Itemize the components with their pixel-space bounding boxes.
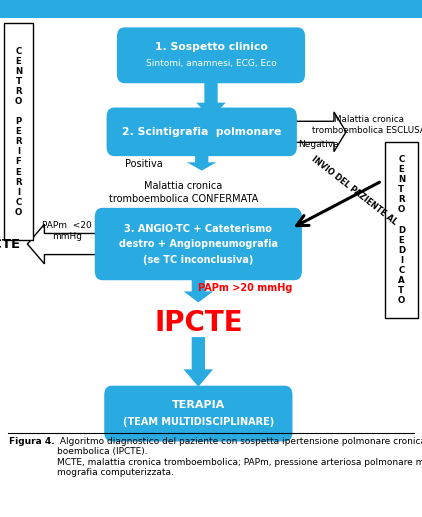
Text: 3. ANGIO-TC + Cateterismo: 3. ANGIO-TC + Cateterismo — [124, 223, 272, 234]
Text: Malattia cronica
tromboembolica ESCLUSA: Malattia cronica tromboembolica ESCLUSA — [312, 115, 422, 135]
Text: Sintomi, anamnesi, ECG, Eco: Sintomi, anamnesi, ECG, Eco — [146, 59, 276, 68]
FancyBboxPatch shape — [106, 108, 297, 156]
FancyBboxPatch shape — [117, 27, 305, 83]
FancyArrow shape — [27, 224, 105, 264]
FancyArrow shape — [184, 271, 213, 302]
Text: 2. Scintigrafia  polmonare: 2. Scintigrafia polmonare — [122, 127, 281, 137]
Text: C
E
N
T
R
O
 
D
E
D
I
C
A
T
O: C E N T R O D E D I C A T O — [398, 155, 405, 305]
FancyArrow shape — [196, 74, 226, 118]
FancyArrow shape — [291, 112, 346, 151]
Text: PAPm  <20
mmHg: PAPm <20 mmHg — [42, 221, 92, 241]
Text: IPCTE: IPCTE — [154, 309, 243, 337]
Text: PAPm >20 mmHg: PAPm >20 mmHg — [197, 283, 292, 293]
FancyBboxPatch shape — [95, 208, 302, 280]
Text: (se TC inconclusiva): (se TC inconclusiva) — [143, 254, 254, 265]
Text: MCTE: MCTE — [0, 237, 21, 251]
FancyArrow shape — [187, 147, 216, 171]
Text: INVIO DEL PAZIENTE AL: INVIO DEL PAZIENTE AL — [310, 154, 399, 226]
FancyBboxPatch shape — [4, 23, 33, 240]
Text: Positiva: Positiva — [124, 159, 162, 170]
FancyArrow shape — [184, 337, 213, 387]
FancyBboxPatch shape — [0, 0, 422, 18]
Text: TERAPIA: TERAPIA — [172, 400, 225, 410]
Text: C
E
N
T
R
O
 
P
E
R
I
F
E
R
I
C
O: C E N T R O P E R I F E R I C O — [15, 47, 22, 217]
Text: Algoritmo diagnostico del paziente con sospetta ipertensione polmonare cronica t: Algoritmo diagnostico del paziente con s… — [57, 437, 422, 477]
Text: (TEAM MULTIDISCIPLINARE): (TEAM MULTIDISCIPLINARE) — [123, 417, 274, 427]
Text: Malattia cronica
tromboembolica CONFERMATA: Malattia cronica tromboembolica CONFERMA… — [109, 181, 258, 204]
Text: Figura 4.: Figura 4. — [9, 437, 55, 446]
FancyBboxPatch shape — [104, 386, 292, 442]
FancyBboxPatch shape — [385, 142, 418, 318]
Text: 1. Sospetto clinico: 1. Sospetto clinico — [154, 42, 268, 52]
Text: Negativa: Negativa — [298, 140, 339, 149]
Text: destro + Angiopneumografia: destro + Angiopneumografia — [119, 239, 278, 249]
